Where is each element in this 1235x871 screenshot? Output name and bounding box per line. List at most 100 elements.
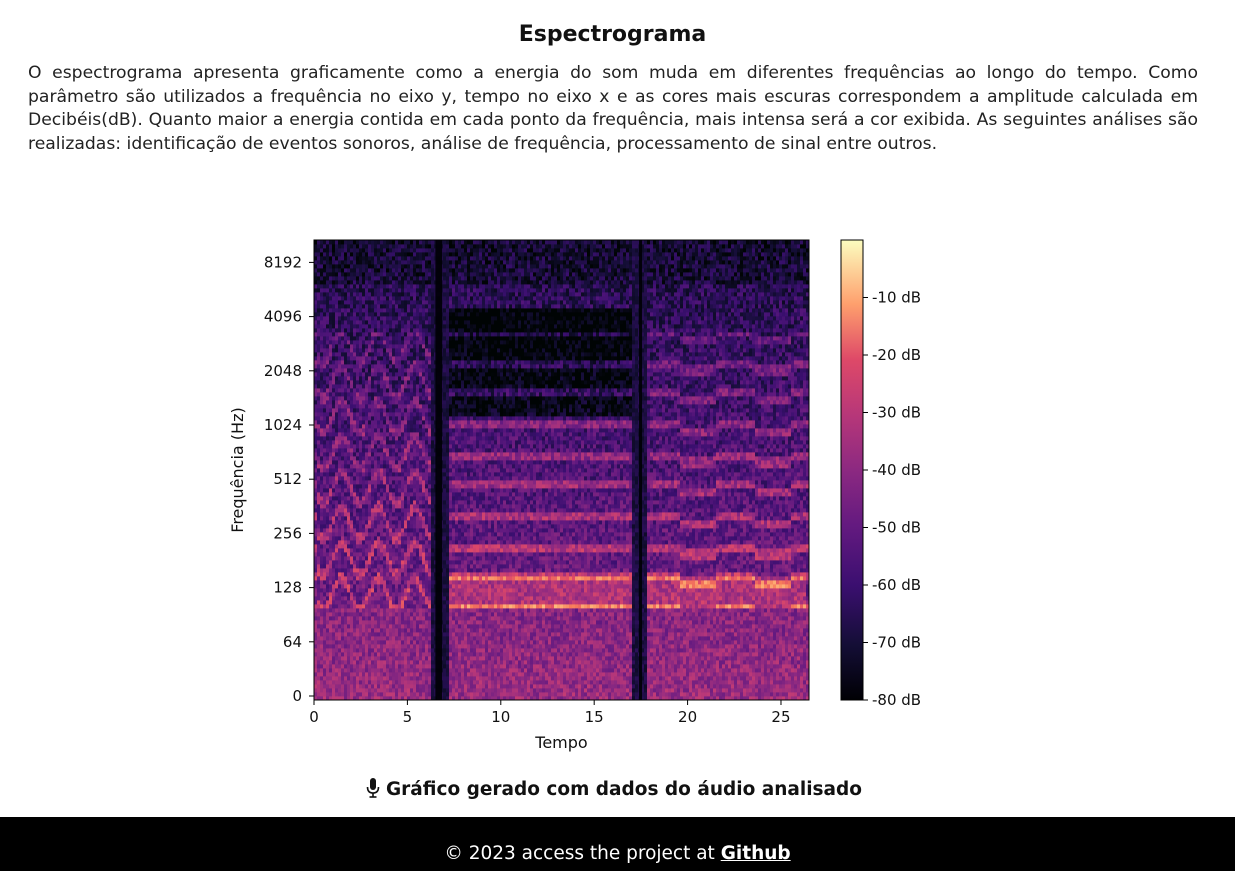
spectrogram-cell (356, 536, 360, 541)
spectrogram-cell (416, 604, 420, 609)
spectrogram-cell (392, 280, 396, 285)
spectrogram-cell (404, 576, 408, 581)
spectrogram-cell (338, 660, 342, 665)
spectrogram-cell (341, 288, 345, 293)
spectrogram-cell (413, 588, 417, 593)
spectrogram-cell (422, 380, 426, 385)
spectrogram-cell (422, 252, 426, 257)
spectrogram-cell (431, 624, 435, 629)
spectrogram-cell (416, 488, 420, 493)
spectrogram-cell (389, 476, 393, 481)
spectrogram-cell (404, 512, 408, 517)
spectrogram-cell (425, 356, 429, 361)
spectrogram-cell (407, 656, 411, 661)
spectrogram-cell (314, 668, 318, 673)
spectrogram-cell (377, 404, 381, 409)
spectrogram-cell (398, 592, 402, 597)
spectrogram-cell (344, 492, 348, 497)
spectrogram-cell (347, 276, 351, 281)
spectrogram-cell (443, 528, 447, 533)
spectrogram-cell (407, 432, 411, 437)
spectrogram-cell (368, 612, 372, 617)
spectrogram-cell (323, 240, 327, 245)
spectrogram-cell (386, 384, 390, 389)
spectrogram-cell (392, 260, 396, 265)
spectrogram-cell (326, 660, 330, 665)
spectrogram-cell (380, 444, 384, 449)
spectrogram-cell (365, 564, 369, 569)
spectrogram-cell (398, 516, 402, 521)
spectrogram-cell (347, 420, 351, 425)
spectrogram-cell (425, 552, 429, 557)
spectrogram-cell (335, 452, 339, 457)
spectrogram-cell (320, 616, 324, 621)
spectrogram-cell (422, 332, 426, 337)
spectrogram-cell (383, 464, 387, 469)
spectrogram-cell (389, 416, 393, 421)
spectrogram-cell (401, 676, 405, 681)
spectrogram-cell (359, 272, 363, 277)
spectrogram-cell (392, 624, 396, 629)
spectrogram-cell (335, 268, 339, 273)
spectrogram-cell (404, 600, 408, 605)
spectrogram-cell (317, 552, 321, 557)
spectrogram-cell (338, 276, 342, 281)
spectrogram-cell (398, 536, 402, 541)
spectrogram-cell (332, 272, 336, 277)
spectrogram-cell (398, 520, 402, 525)
spectrogram-cell (404, 548, 408, 553)
spectrogram-cell (422, 652, 426, 657)
spectrogram-cell (323, 380, 327, 385)
spectrogram-cell (338, 348, 342, 353)
spectrogram-cell (368, 408, 372, 413)
spectrogram-cell (416, 284, 420, 289)
spectrogram-cell (362, 544, 366, 549)
spectrogram-cell (314, 308, 318, 313)
spectrogram-cell (332, 616, 336, 621)
spectrogram-cell (428, 612, 432, 617)
spectrogram-cell (368, 500, 372, 505)
spectrogram-cell (422, 568, 426, 573)
spectrogram-cell (413, 672, 417, 677)
spectrogram-cell (314, 404, 318, 409)
spectrogram-cell (416, 484, 420, 489)
spectrogram-cell (371, 688, 375, 693)
spectrogram-cell (419, 616, 423, 621)
spectrogram-cell (329, 388, 333, 393)
spectrogram-cell (431, 400, 435, 405)
spectrogram-cell (377, 584, 381, 589)
spectrogram-cell (383, 308, 387, 313)
spectrogram-cell (326, 628, 330, 633)
spectrogram-cell (410, 440, 414, 445)
spectrogram-cell (401, 408, 405, 413)
spectrogram-cell (422, 680, 426, 685)
spectrogram-cell (383, 492, 387, 497)
spectrogram-cell (350, 528, 354, 533)
spectrogram-cell (353, 416, 357, 421)
spectrogram-cell (380, 660, 384, 665)
spectrogram-cell (383, 628, 387, 633)
spectrogram-cell (335, 460, 339, 465)
spectrogram-cell (404, 256, 408, 261)
spectrogram-cell (335, 288, 339, 293)
spectrogram-cell (323, 260, 327, 265)
spectrogram-cell (404, 412, 408, 417)
spectrogram-cell (404, 612, 408, 617)
spectrogram-cell (314, 544, 318, 549)
spectrogram-cell (371, 656, 375, 661)
spectrogram-cell (317, 544, 321, 549)
spectrogram-cell (374, 664, 378, 669)
spectrogram-cell (314, 584, 318, 589)
spectrogram-cell (392, 376, 396, 381)
spectrogram-cell (368, 556, 372, 561)
spectrogram-cell (389, 264, 393, 269)
spectrogram-cell (425, 556, 429, 561)
spectrogram-cell (392, 340, 396, 345)
spectrogram-cell (410, 484, 414, 489)
spectrogram-cell (314, 356, 318, 361)
spectrogram-cell (383, 660, 387, 665)
spectrogram-cell (317, 672, 321, 677)
spectrogram-cell (380, 400, 384, 405)
spectrogram-cell (326, 516, 330, 521)
spectrogram-cell (431, 336, 435, 341)
